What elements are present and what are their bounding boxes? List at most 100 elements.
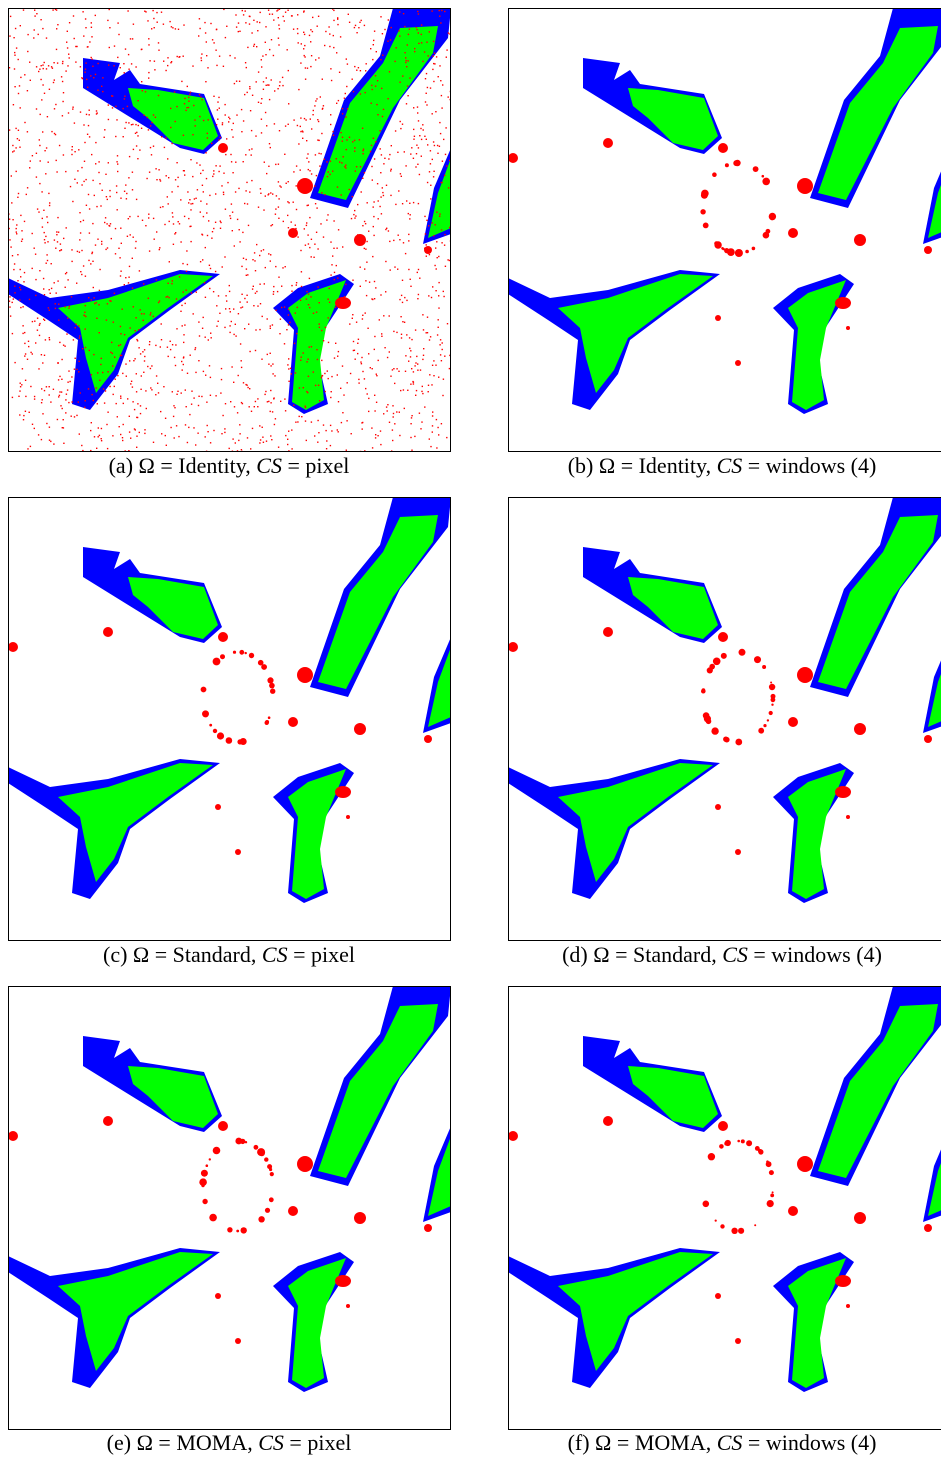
noise-dot (213, 170, 215, 172)
noise-dot (34, 320, 36, 322)
noise-dot (86, 78, 88, 81)
ring-blob (762, 231, 770, 239)
noise-dot (78, 337, 81, 339)
noise-dot (335, 158, 337, 160)
noise-dot (424, 135, 426, 137)
noise-dot (270, 389, 272, 392)
noise-dot (189, 225, 191, 228)
noise-dot (171, 391, 173, 393)
noise-dot (440, 360, 443, 362)
noise-dot (381, 187, 383, 189)
noise-dot (15, 127, 17, 130)
noise-dot (79, 239, 81, 241)
noise-dot (261, 315, 263, 318)
noise-dot (70, 415, 72, 417)
noise-dot (204, 436, 206, 438)
noise-dot (144, 91, 147, 93)
noise-dot (313, 256, 315, 258)
noise-dot (318, 302, 320, 304)
noise-dot (252, 259, 254, 261)
noise-dot (398, 30, 400, 32)
ring-blob (745, 249, 749, 254)
noise-dot (275, 163, 277, 166)
noise-dot (251, 427, 254, 430)
noise-dot (245, 66, 247, 69)
blob (735, 849, 741, 855)
noise-dot (206, 55, 208, 57)
noise-dot (416, 271, 418, 274)
noise-dot (84, 406, 86, 409)
noise-dot (78, 325, 80, 327)
noise-dot (67, 317, 69, 319)
noise-dot (296, 332, 298, 335)
noise-dot (328, 287, 330, 290)
noise-dot (14, 86, 16, 88)
noise-dot (214, 270, 217, 273)
noise-dot (122, 402, 124, 405)
noise-dot (111, 107, 114, 109)
noise-dot (445, 56, 447, 58)
noise-dot (260, 118, 263, 120)
noise-dot (245, 258, 247, 261)
noise-dot (239, 30, 241, 32)
noise-dot (329, 173, 331, 176)
noise-dot (221, 123, 224, 126)
noise-dot (393, 368, 395, 370)
noise-dot (283, 343, 286, 345)
noise-dot (101, 85, 103, 87)
ring-blob (754, 1146, 760, 1151)
noise-dot (417, 363, 419, 365)
noise-dot (171, 283, 173, 285)
noise-dot (24, 379, 27, 381)
noise-dot (322, 340, 325, 342)
noise-dot (65, 399, 67, 401)
noise-dot (92, 286, 94, 289)
noise-dot (198, 395, 200, 397)
noise-dot (201, 395, 203, 398)
noise-dot (54, 303, 56, 305)
noise-dot (218, 96, 220, 99)
noise-dot (124, 48, 127, 50)
noise-dot (337, 23, 339, 26)
noise-dot (22, 306, 24, 308)
noise-dot (310, 173, 313, 175)
noise-dot (192, 65, 194, 67)
noise-dot (22, 325, 24, 327)
noise-dot (442, 84, 444, 86)
noise-dot (47, 221, 49, 224)
noise-dot (165, 69, 167, 72)
noise-dot (149, 146, 152, 149)
noise-dot (85, 315, 87, 318)
noise-dot (318, 432, 320, 434)
noise-dot (427, 144, 429, 146)
noise-dot (49, 292, 51, 294)
blob (603, 138, 613, 148)
noise-dot (380, 443, 382, 446)
noise-dot (79, 392, 81, 394)
noise-dot (307, 153, 309, 155)
noise-dot (361, 428, 363, 430)
noise-dot (426, 219, 428, 221)
noise-dot (156, 179, 158, 181)
noise-dot (234, 323, 236, 325)
noise-dot (29, 79, 31, 81)
noise-dot (368, 410, 370, 413)
noise-dot (437, 426, 439, 429)
panel-image (508, 497, 941, 941)
noise-dot (316, 207, 318, 209)
noise-dot (286, 329, 288, 331)
noise-dot (222, 65, 225, 67)
noise-dot (324, 44, 326, 47)
noise-dot (449, 159, 451, 162)
noise-dot (45, 386, 48, 388)
noise-dot (359, 70, 362, 72)
noise-dot (236, 450, 239, 452)
noise-dot (284, 266, 286, 268)
noise-dot (151, 365, 153, 367)
noise-dot (369, 150, 372, 153)
noise-dot (439, 344, 441, 346)
noise-dot (436, 144, 439, 147)
blobs (508, 1116, 850, 1344)
ring-blob (267, 716, 271, 719)
noise-dot (284, 398, 286, 400)
